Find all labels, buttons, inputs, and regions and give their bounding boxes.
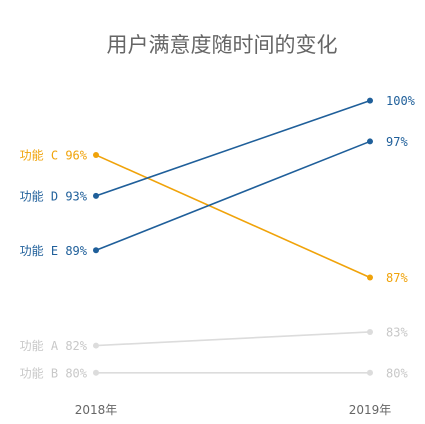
series-5-right-label: 97% [386, 135, 408, 149]
series-4-right-label: 100% [386, 94, 416, 108]
series-2-right-label: 80% [386, 366, 408, 380]
series-3-line [95, 154, 371, 279]
x-tick-2018: 2018年 [75, 403, 118, 417]
series-1-left-label: 功能 A 82% [20, 339, 88, 353]
series-3-end-point [367, 274, 373, 281]
series-layer: 功能 A 82% 83% 功能 B 80% 80% 功能 C 96% 87% 功能 D 93… [20, 94, 416, 380]
series-2-end-point [367, 369, 373, 376]
series-2-left-label: 功能 B 80% [20, 366, 88, 380]
series-2-start-point [93, 369, 99, 376]
series-5-line [95, 140, 371, 252]
series-1-line [95, 331, 371, 347]
x-tick-2019: 2019年 [349, 403, 392, 417]
series-1-end-point [367, 328, 373, 335]
series-4-line [95, 99, 371, 197]
series-3-right-label: 87% [386, 271, 408, 285]
chart-title: 用户满意度随时间的变化 [107, 33, 338, 57]
series-4-start-point [93, 192, 99, 199]
series-1-start-point [93, 342, 99, 349]
series-5-start-point [93, 247, 99, 254]
series-4-end-point [367, 97, 373, 104]
series-1-right-label: 83% [386, 325, 408, 339]
series-3-left-label: 功能 C 96% [20, 149, 88, 163]
series-5-end-point [367, 138, 373, 145]
series-5-left-label: 功能 E 89% [20, 244, 88, 258]
series-3-start-point [93, 152, 99, 159]
series-4-left-label: 功能 D 93% [20, 189, 88, 203]
